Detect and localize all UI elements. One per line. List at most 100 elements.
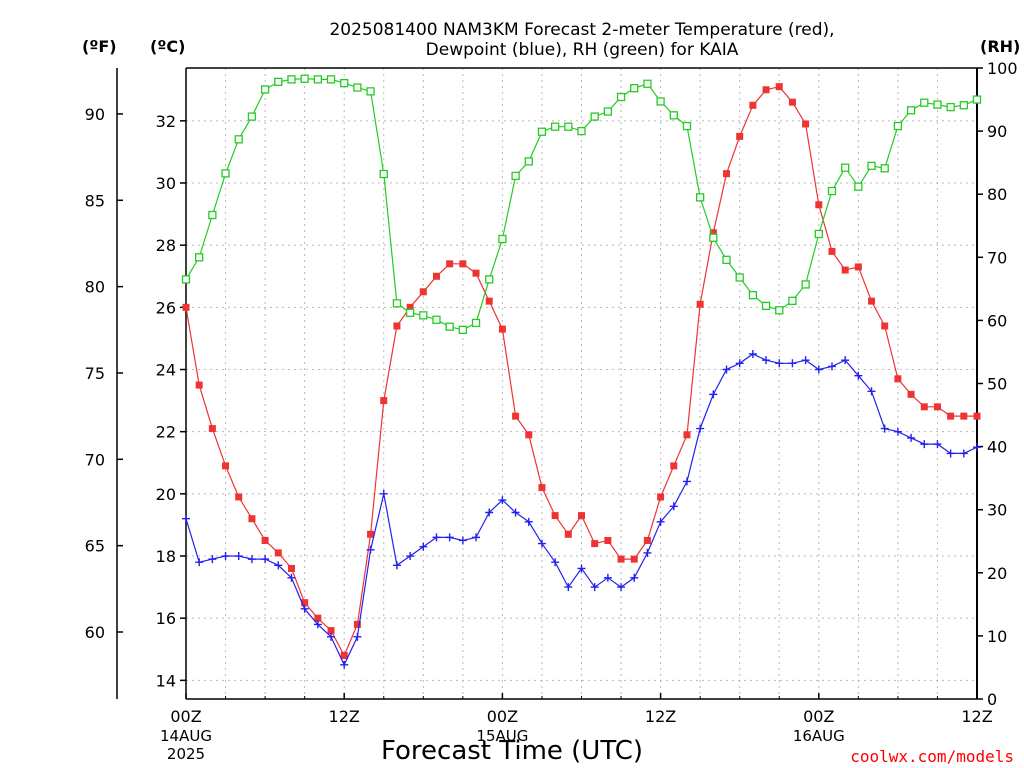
point-rh (537, 127, 547, 136)
point-temperature (406, 303, 414, 311)
celsius-tick-label: 30 (156, 174, 176, 193)
rh-axis-label: (RH) (980, 37, 1020, 56)
point-temperature (314, 614, 322, 622)
x-tick-label: 00Z (170, 707, 201, 726)
point-temperature (973, 412, 981, 420)
point-temperature (709, 229, 717, 237)
point-dewpoint (722, 365, 731, 374)
point-temperature (353, 620, 361, 628)
point-dewpoint (208, 555, 217, 564)
celsius-tick-label: 28 (156, 236, 176, 255)
point-rh (788, 296, 797, 305)
point-temperature (235, 493, 243, 501)
point-temperature (828, 247, 836, 255)
point-dewpoint (735, 359, 744, 368)
point-rh (630, 84, 639, 93)
rh-tick-label: 10 (987, 627, 1007, 646)
point-temperature (261, 536, 269, 544)
tick-labels: 14 16 18 20 22 24 26 28 30 32 60 65 70 75 80 85 90 0 10 20 3… (85, 59, 1018, 763)
point-rh (260, 85, 270, 94)
x-tick-label: 00Z (803, 707, 834, 726)
point-temperature (538, 484, 546, 492)
rh-tick-label: 90 (987, 122, 1007, 141)
rh-tick-label: 30 (987, 501, 1007, 520)
point-dewpoint (472, 533, 481, 542)
point-rh (709, 233, 718, 242)
point-temperature (683, 431, 691, 439)
fahrenheit-tick-label: 80 (85, 278, 105, 297)
x-tick-label: 00Z (487, 707, 518, 726)
point-dewpoint (762, 356, 771, 365)
point-rh (340, 78, 349, 88)
point-rh (353, 83, 362, 92)
point-dewpoint (379, 489, 388, 498)
point-dewpoint (313, 620, 322, 629)
point-temperature (894, 375, 902, 383)
point-dewpoint (458, 536, 467, 545)
point-dewpoint (617, 583, 626, 592)
point-rh (485, 275, 494, 284)
point-dewpoint (854, 371, 863, 380)
rh-tick-label: 50 (987, 375, 1007, 394)
point-dewpoint (577, 564, 586, 573)
point-temperature (643, 536, 651, 544)
point-temperature (947, 412, 955, 420)
point-temperature (367, 530, 375, 538)
point-temperature (854, 263, 862, 271)
point-rh (221, 169, 230, 178)
point-dewpoint (959, 449, 968, 458)
point-rh (972, 95, 982, 104)
point-dewpoint (406, 552, 415, 561)
point-rh (761, 301, 771, 311)
point-rh (880, 164, 889, 173)
point-temperature (327, 627, 335, 635)
point-temperature (749, 101, 757, 109)
point-dewpoint (867, 387, 876, 396)
credit-link[interactable]: coolwx.com/models (850, 747, 1014, 766)
point-dewpoint (893, 427, 902, 436)
point-dewpoint (682, 477, 691, 486)
point-rh (274, 77, 283, 87)
celsius-tick-label: 14 (156, 671, 176, 690)
point-rh (181, 275, 191, 284)
point-dewpoint (537, 539, 546, 548)
point-temperature (525, 431, 533, 439)
point-dewpoint (801, 356, 810, 365)
point-rh (933, 100, 942, 109)
x-date-label: 16AUG (793, 727, 845, 745)
fahrenheit-tick-label: 70 (85, 450, 105, 469)
point-dewpoint (261, 555, 270, 564)
point-rh (603, 107, 613, 116)
point-rh (550, 122, 560, 131)
point-dewpoint (274, 561, 283, 570)
point-temperature (459, 260, 467, 268)
rh-tick-label: 20 (987, 564, 1007, 583)
fahrenheit-tick-label: 90 (85, 105, 105, 124)
point-temperature (723, 170, 731, 178)
point-rh (458, 325, 468, 335)
point-temperature (617, 555, 625, 563)
point-temperature (195, 381, 203, 389)
point-dewpoint (907, 433, 916, 442)
point-dewpoint (340, 660, 349, 669)
point-temperature (432, 272, 440, 280)
point-rh (366, 87, 375, 96)
point-rh (748, 291, 758, 300)
point-dewpoint (247, 555, 256, 564)
point-dewpoint (590, 583, 599, 592)
point-dewpoint (432, 533, 441, 542)
point-temperature (960, 412, 968, 420)
point-dewpoint (933, 440, 942, 449)
point-temperature (578, 512, 585, 520)
celsius-tick-label: 16 (156, 609, 176, 628)
point-dewpoint (630, 573, 639, 582)
point-rh (722, 255, 731, 264)
series-dewpoint (182, 349, 981, 669)
point-dewpoint (221, 552, 230, 561)
point-rh (906, 106, 916, 115)
point-temperature (340, 651, 348, 659)
point-rh (893, 121, 903, 131)
point-dewpoint (366, 545, 375, 554)
series-rh (181, 74, 982, 335)
